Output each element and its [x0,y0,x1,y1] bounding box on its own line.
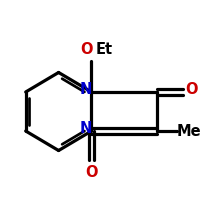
Text: N: N [80,121,92,136]
Text: N: N [80,82,92,97]
Text: O: O [85,165,98,180]
Text: O: O [185,82,198,97]
Text: Et: Et [95,42,113,57]
Text: Me: Me [176,124,201,138]
Text: O: O [80,42,93,57]
